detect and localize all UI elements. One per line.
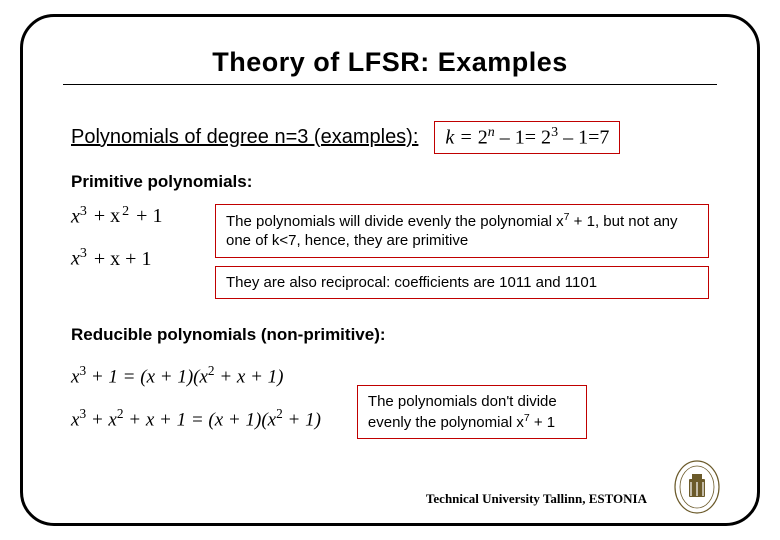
r2-t4: + 1) xyxy=(283,410,321,431)
university-crest-icon xyxy=(671,459,723,515)
reduc-poly-1: x3 + 1 = (x + 1)(x2 + x + 1) xyxy=(71,363,321,388)
p2-e1: 3 xyxy=(80,246,87,261)
reducible-area: x3 + 1 = (x + 1)(x2 + x + 1) x3 + x2 + x… xyxy=(71,363,709,439)
r2-e2: 2 xyxy=(117,406,124,421)
slide-frame: Theory of LFSR: Examples Polynomials of … xyxy=(20,14,760,526)
reducible-polynomials: x3 + 1 = (x + 1)(x2 + x + 1) x3 + x2 + x… xyxy=(71,363,321,432)
reducible-note-wrap: The polynomials don't divide evenly the … xyxy=(357,385,587,439)
reduc-poly-2: x3 + x2 + x + 1 = (x + 1)(x2 + 1) xyxy=(71,406,321,431)
primitive-area: x3 + x2 + 1 x3 + x + 1 The polynomials w… xyxy=(71,204,709,300)
r2-t2: + x xyxy=(86,410,117,431)
title-rule xyxy=(63,84,717,85)
r1-re1: 2 xyxy=(208,363,215,378)
p1-t2: + x xyxy=(87,205,122,227)
footer-text: Technical University Tallinn, ESTONIA xyxy=(426,491,647,507)
note-reciprocal: They are also reciprocal: coefficients a… xyxy=(215,266,709,300)
primitive-polynomials: x3 + x2 + 1 x3 + x + 1 xyxy=(71,204,191,271)
note3-b: + 1 xyxy=(530,414,555,431)
heading-row: Polynomials of degree n=3 (examples): k … xyxy=(71,121,709,154)
primitive-label: Primitive polynomials: xyxy=(71,172,709,192)
k-exp1: n xyxy=(488,125,495,140)
reducible-label: Reducible polynomials (non-primitive): xyxy=(71,325,709,345)
poly-1: x3 + x2 + 1 xyxy=(71,204,191,229)
k-base1: 2 xyxy=(478,127,488,149)
subheading: Polynomials of degree n=3 (examples): xyxy=(71,126,418,149)
note1-a: The polynomials will divide evenly the p… xyxy=(226,213,564,230)
primitive-notes: The polynomials will divide evenly the p… xyxy=(215,204,709,300)
k-mid1: – 1= 2 xyxy=(495,127,551,149)
p2-t1: x xyxy=(71,248,80,270)
r1-t3: + x + 1) xyxy=(215,366,284,387)
p2-t2: + x + 1 xyxy=(87,248,154,270)
p1-e1: 3 xyxy=(80,204,87,219)
note-divides: The polynomials will divide evenly the p… xyxy=(215,204,709,258)
p1-t3: + 1 xyxy=(129,205,164,227)
content-area: Polynomials of degree n=3 (examples): k … xyxy=(71,121,709,439)
r2-re1: 2 xyxy=(276,406,283,421)
slide-title: Theory of LFSR: Examples xyxy=(23,47,757,78)
r1-t2: + 1 = (x + 1)(x xyxy=(86,366,208,387)
k-prefix: k = xyxy=(445,127,477,149)
poly-2: x3 + x + 1 xyxy=(71,246,191,271)
k-mid2: – 1=7 xyxy=(558,127,609,149)
k-formula-box: k = 2n – 1= 23 – 1=7 xyxy=(434,121,620,154)
r2-t3: + x + 1 = (x + 1)(x xyxy=(124,410,277,431)
note-no-divide: The polynomials don't divide evenly the … xyxy=(357,385,587,439)
p1-t1: x xyxy=(71,205,80,227)
k-exp2: 3 xyxy=(551,125,558,140)
